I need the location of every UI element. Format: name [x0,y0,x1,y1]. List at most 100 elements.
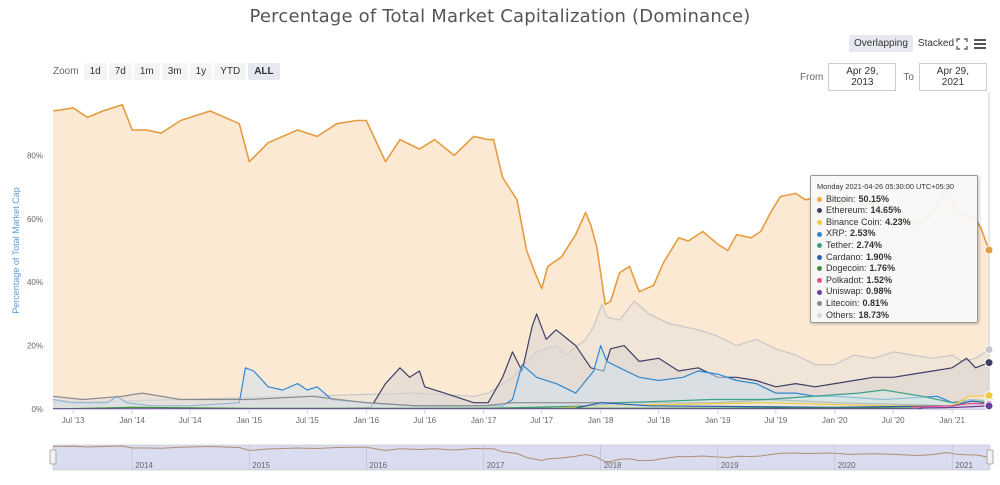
series-color-dot [817,231,822,237]
uniswap-hover-marker [984,401,994,411]
y-tick-label: 20% [27,342,43,351]
x-tick-label: Jul '13 [62,416,85,425]
binance-coin-area [53,395,989,409]
to-date-input[interactable]: Apr 29, 2021 [918,63,987,91]
tooltip-row: Ethereum:14.65% [817,205,971,217]
zoom-1y-button[interactable]: 1y [189,63,213,80]
tooltip-series-value: 14.65% [870,205,902,216]
x-tick-label: Jul '14 [179,416,202,425]
tooltip-series-name: Tether [826,239,852,250]
chart-title: Percentage of Total Market Capitalizatio… [249,6,751,27]
zoom-3m-button[interactable]: 3m [161,63,188,80]
navigator-right-handle[interactable] [986,449,994,465]
zoom-7d-button[interactable]: 7d [108,63,132,80]
fullscreen-icon[interactable] [954,36,972,52]
x-tick-label: Jul '18 [647,416,670,425]
y-tick-label: 80% [27,151,43,160]
x-tick-label: Jan '14 [119,416,145,425]
tooltip-series-value: 50.15% [858,193,890,204]
tooltip-series-value: 1.52% [866,274,893,285]
tooltip-series-name: Binance Coin [826,216,880,227]
tooltip-series-value: 18.73% [858,309,890,320]
view-toggle: Overlapping Stacked [849,35,959,52]
zoom-1d-button[interactable]: 1d [83,63,107,80]
navigator-year-label: 2021 [955,461,973,470]
navigator-year-label: 2019 [721,461,739,470]
tooltip-row: Bitcoin:50.15% [817,194,971,206]
series-color-dot [817,301,822,307]
y-axis-title: Percentage of Total Market Cap [11,187,21,313]
tooltip-series-value: 4.23% [885,216,911,227]
series-color-dot [817,254,822,260]
zoom-ytd-button[interactable]: YTD [214,63,247,80]
navigator-year-label: 2018 [604,461,622,470]
tooltip-row: Uniswap:0.98% [817,286,971,298]
navigator-year-label: 2017 [487,461,505,470]
y-tick-label: 0% [31,405,43,414]
tooltip-series-name: Litecoin [826,297,858,308]
navigator-year-label: 2020 [838,461,856,470]
xrp-line[interactable] [52,345,990,407]
tooltip-series-value: 1.90% [866,251,892,262]
x-tick-label: Jan '19 [705,416,731,425]
date-range: From Apr 29, 2013 To Apr 29, 2021 [800,63,994,91]
series-color-dot [817,196,822,202]
stacked-button[interactable]: Stacked [917,38,955,49]
navigator-year-label: 2014 [135,461,153,470]
tooltip-row: Dogecoin:1.76% [817,263,971,275]
x-tick-label: Jul '17 [530,416,553,425]
tooltip-row: Tether:2.74% [817,240,971,252]
binance-coin-hover-marker [984,391,994,401]
tooltip-row: Litecoin:0.81% [817,298,971,310]
y-tick-label: 40% [27,278,43,287]
ethereum-hover-marker [984,358,994,368]
x-tick-label: Jan '20 [822,416,848,425]
tooltip-row: Others:18.73% [817,310,971,322]
from-date-input[interactable]: Apr 29, 2013 [828,63,897,91]
x-tick-label: Jan '17 [471,416,497,425]
x-tick-label: Jan '15 [237,416,263,425]
tooltip-series-name: Polkadot [826,274,862,285]
navigator-year-label: 2016 [369,461,387,470]
bitcoin-hover-marker [984,245,994,255]
tooltip-series-value: 2.74% [856,239,883,250]
tooltip-series-value: 1.76% [869,263,896,274]
tooltip-row: Binance Coin:4.23% [817,217,971,229]
tooltip-series-value: 0.98% [866,286,892,297]
series-color-dot [817,243,822,249]
tooltip-row: XRP:2.53% [817,228,971,240]
series-color-dot [817,220,822,226]
zoom-label: Zoom [53,66,79,77]
x-tick-label: Jan '16 [354,416,380,425]
tooltip-header: Monday 2021-04-26 05:30:00 UTC+05:30 [817,182,955,191]
navigator-year-label: 2015 [252,461,270,470]
series-color-dot [817,266,822,272]
x-tick-label: Jan '18 [588,416,614,425]
x-tick-label: Jan '21 [939,416,965,425]
series-color-dot [817,289,822,295]
tooltip-series-name: XRP [826,228,845,239]
xrp-area [53,345,989,409]
tooltip-series-name: Ethereum [826,205,866,216]
x-tick-label: Jul '15 [296,416,319,425]
tooltip-series-name: Cardano [826,251,861,262]
x-tick-label: Jul '16 [413,416,436,425]
overlapping-button[interactable]: Overlapping [849,35,913,52]
x-tick-label: Jul '20 [882,416,905,425]
ethereum-line[interactable] [53,313,990,410]
tooltip-series-name: Uniswap [826,286,861,297]
y-tick-label: 60% [27,215,43,224]
zoom-all-button[interactable]: ALL [248,63,280,80]
x-tick-label: Jul '19 [764,416,787,425]
series-color-dot [817,208,822,214]
navigator-left-handle[interactable] [49,449,57,465]
tooltip-series-name: Others [826,309,854,320]
zoom-controls: Zoom 1d 7d 1m 3m 1y YTD ALL [53,63,282,80]
zoom-1m-button[interactable]: 1m [133,63,160,80]
navigator-series-line [52,445,990,463]
bitcoin-area [53,104,989,409]
hamburger-menu-icon[interactable] [972,36,990,52]
series-color-dot [817,312,822,318]
tooltip-row: Polkadot:1.52% [817,275,971,287]
